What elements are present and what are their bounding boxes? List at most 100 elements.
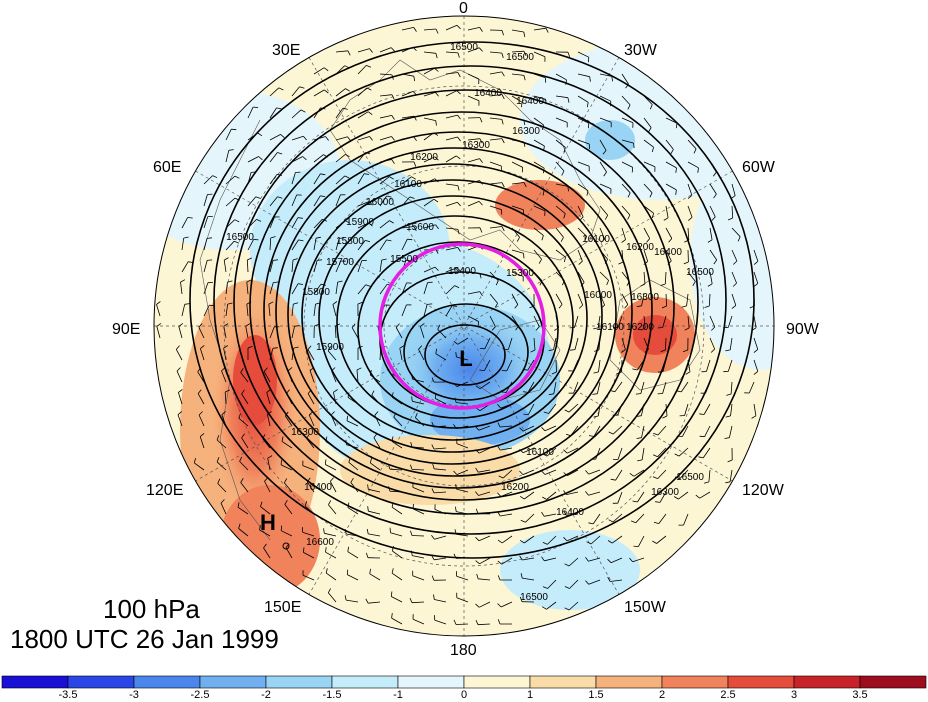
- wind-barb: [577, 271, 585, 283]
- wind-barb: [346, 599, 359, 603]
- wind-barb-feather: [564, 607, 570, 611]
- wind-barb: [423, 178, 435, 185]
- colorbar-tick-label: -3.5: [58, 689, 78, 701]
- wind-barb: [199, 436, 205, 449]
- wind-barb: [247, 172, 252, 185]
- wind-barb-feather: [348, 457, 351, 463]
- wind-barb-feather: [651, 213, 654, 219]
- wind-barb-feather: [501, 138, 505, 144]
- wind-barb: [522, 557, 535, 561]
- wind-barb: [313, 154, 324, 163]
- wind-barb-feather: [410, 441, 413, 448]
- wind-barb-feather: [324, 89, 329, 94]
- wind-barb-feather: [661, 305, 667, 309]
- wind-barb-feather: [256, 219, 262, 222]
- wind-barb-feather: [713, 259, 718, 265]
- wind-barb: [643, 161, 656, 168]
- wind-barb-feather: [390, 47, 395, 52]
- wind-barb-feather: [636, 437, 642, 439]
- wind-barb: [281, 530, 293, 537]
- wind-barb: [706, 359, 711, 372]
- wind-barb-feather: [411, 374, 413, 380]
- wind-barb: [500, 447, 513, 451]
- wind-barb-feather: [604, 215, 609, 220]
- wind-barb: [595, 447, 601, 460]
- wind-barb-feather: [693, 148, 697, 154]
- wind-barb-feather: [365, 240, 371, 243]
- wind-barb-feather: [337, 280, 343, 283]
- wind-barb-feather: [497, 560, 502, 565]
- wind-barb-feather: [412, 91, 417, 96]
- wind-barb-feather: [478, 47, 483, 52]
- wind-barb-feather: [391, 115, 395, 120]
- wind-barb-feather: [453, 340, 459, 345]
- wind-barb: [379, 347, 382, 361]
- wind-barb-feather: [216, 457, 220, 463]
- wind-barb: [621, 271, 630, 282]
- wind-barb-feather: [272, 347, 278, 349]
- wind-barb: [522, 577, 535, 581]
- wind-barb: [357, 173, 365, 185]
- wind-barb-feather: [364, 173, 370, 175]
- wind-barb-feather: [386, 195, 392, 198]
- wind-barb: [379, 260, 383, 273]
- wind-barb: [269, 260, 274, 273]
- wind-barb-feather: [323, 528, 325, 534]
- wind-barb: [489, 138, 502, 141]
- wind-barb-feather: [563, 213, 566, 219]
- wind-barb-feather: [653, 432, 659, 436]
- wind-barb-feather: [684, 239, 689, 243]
- wind-barb-feather: [369, 457, 372, 464]
- wind-barb: [401, 196, 411, 207]
- wind-barb: [467, 271, 480, 274]
- wind-barb-feather: [453, 470, 458, 475]
- wind-barb: [748, 381, 755, 394]
- wind-barb: [657, 469, 667, 479]
- wind-barb: [617, 447, 623, 460]
- wind-barb: [577, 249, 583, 262]
- wind-barb-feather: [457, 52, 460, 58]
- wind-barb: [357, 284, 367, 295]
- wind-barb-feather: [241, 389, 245, 395]
- wind-barb-feather: [519, 470, 524, 475]
- wind-barb-feather: [662, 415, 668, 419]
- wind-barb: [544, 469, 557, 475]
- wind-barb-feather: [388, 464, 391, 470]
- wind-barb-feather: [475, 560, 480, 565]
- wind-barb: [598, 403, 601, 416]
- wind-barb: [309, 370, 315, 383]
- wind-barb-feather: [456, 90, 461, 95]
- wind-barb: [328, 504, 337, 515]
- wind-barb: [357, 111, 369, 119]
- wind-barb: [267, 458, 271, 471]
- wind-barb: [527, 381, 535, 393]
- wind-barb-feather: [418, 345, 423, 350]
- wind-barb: [291, 172, 296, 185]
- wind-barb: [389, 490, 403, 493]
- wind-barb: [489, 71, 502, 75]
- wind-barb-feather: [519, 495, 525, 500]
- wind-barb: [348, 461, 359, 471]
- wind-barb-feather: [727, 459, 733, 463]
- wind-barb-feather: [479, 138, 483, 144]
- wind-barb: [221, 414, 227, 427]
- wind-barb: [533, 27, 546, 31]
- wind-barb-feather: [388, 486, 391, 492]
- wind-barb: [730, 381, 733, 395]
- wind-barb-feather: [156, 323, 162, 327]
- wind-barb-feather: [156, 301, 161, 305]
- wind-barb: [657, 447, 667, 457]
- wind-barb: [680, 381, 689, 393]
- wind-barb-feather: [366, 528, 369, 534]
- wind-barb-feather: [551, 371, 557, 375]
- wind-barb-feather: [350, 477, 354, 483]
- wind-barb: [709, 315, 716, 328]
- wind-barb: [599, 249, 608, 260]
- wind-barb: [197, 371, 205, 383]
- wind-barb: [412, 487, 425, 493]
- wind-barb-feather: [304, 501, 308, 507]
- wind-barb: [269, 134, 281, 141]
- wind-barb: [456, 533, 469, 537]
- wind-barb-feather: [660, 283, 666, 286]
- wind-barb: [391, 617, 403, 625]
